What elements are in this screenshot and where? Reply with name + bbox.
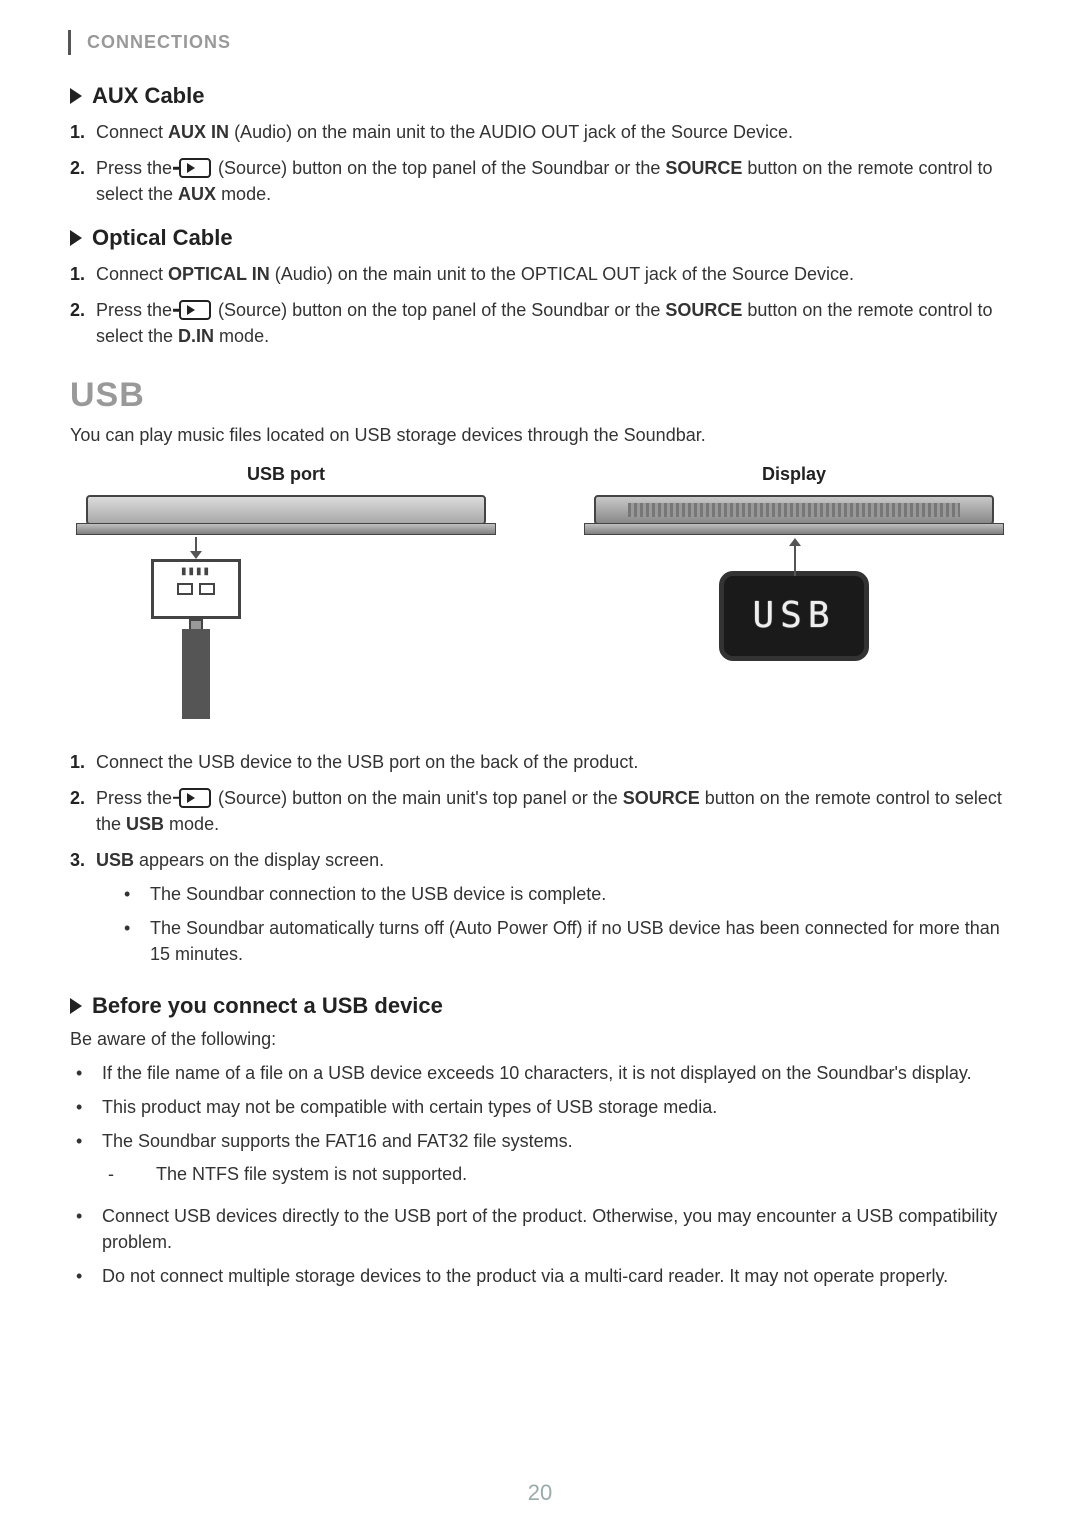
before-intro: Be aware of the following: (70, 1029, 1010, 1050)
usb-steps: 1. Connect the USB device to the USB por… (70, 749, 1010, 976)
list-item: 3. USB appears on the display screen. Th… (70, 847, 1010, 975)
before-connect-heading: Before you connect a USB device (70, 993, 1010, 1019)
step-body: Connect AUX IN (Audio) on the main unit … (96, 119, 1010, 145)
soundbar-base (584, 523, 1004, 535)
usb-port-diagram: USB port ▮▮▮▮ (76, 464, 496, 719)
soundbar-base (76, 523, 496, 535)
diagram-label-display: Display (762, 464, 826, 485)
section-header: CONNECTIONS (68, 30, 1010, 55)
step-number: 2. (70, 297, 96, 349)
aux-title: AUX Cable (92, 83, 204, 109)
before-bullets: If the file name of a file on a USB devi… (70, 1060, 1010, 1289)
bullet-item: Connect USB devices directly to the USB … (70, 1203, 1010, 1255)
step-body: USB appears on the display screen. The S… (96, 847, 1010, 975)
page-number: 20 (528, 1480, 552, 1506)
diagram-label-usb-port: USB port (247, 464, 325, 485)
list-item: 2. Press the (Source) button on the top … (70, 297, 1010, 349)
bullet-item: Do not connect multiple storage devices … (70, 1263, 1010, 1289)
before-title: Before you connect a USB device (92, 993, 443, 1019)
triangle-icon (70, 230, 82, 246)
callout-line (794, 540, 796, 576)
triangle-icon (70, 88, 82, 104)
optical-cable-heading: Optical Cable (70, 225, 1010, 251)
triangle-icon (70, 998, 82, 1014)
source-icon (179, 300, 211, 320)
step-number: 1. (70, 119, 96, 145)
step-body: Connect the USB device to the USB port o… (96, 749, 1010, 775)
aux-steps: 1. Connect AUX IN (Audio) on the main un… (70, 119, 1010, 207)
usb-sub-bullets: The Soundbar connection to the USB devic… (96, 881, 1010, 967)
step-number: 3. (70, 847, 96, 975)
usb-stick (182, 629, 210, 719)
usb-port-panel: ▮▮▮▮ (151, 559, 241, 619)
source-icon (179, 158, 211, 178)
list-item: 1. Connect OPTICAL IN (Audio) on the mai… (70, 261, 1010, 287)
bullet-item: This product may not be compatible with … (70, 1094, 1010, 1120)
step-number: 2. (70, 785, 96, 837)
bullet-item: The Soundbar connection to the USB devic… (96, 881, 1010, 907)
soundbar-display-illustration (594, 495, 994, 525)
display-diagram: Display USB (584, 464, 1004, 661)
diagram-row: USB port ▮▮▮▮ Display USB (70, 464, 1010, 719)
bullet-item: The Soundbar automatically turns off (Au… (96, 915, 1010, 967)
list-item: 2. Press the (Source) button on the top … (70, 155, 1010, 207)
usb-intro: You can play music files located on USB … (70, 425, 1010, 446)
step-body: Press the (Source) button on the top pan… (96, 297, 1010, 349)
list-item: 1. Connect AUX IN (Audio) on the main un… (70, 119, 1010, 145)
step-body: Connect OPTICAL IN (Audio) on the main u… (96, 261, 1010, 287)
step-number: 1. (70, 749, 96, 775)
dash-item: The NTFS file system is not supported. (102, 1161, 573, 1187)
display-text: USB (752, 595, 835, 636)
bullet-item: The Soundbar supports the FAT16 and FAT3… (70, 1128, 1010, 1194)
optical-title: Optical Cable (92, 225, 233, 251)
arrow-down-icon (195, 537, 197, 557)
aux-cable-heading: AUX Cable (70, 83, 1010, 109)
step-body: Press the (Source) button on the top pan… (96, 155, 1010, 207)
step-number: 2. (70, 155, 96, 207)
display-panel: USB (719, 571, 869, 661)
source-icon (179, 788, 211, 808)
step-number: 1. (70, 261, 96, 287)
soundbar-illustration (86, 495, 486, 525)
dash-sublist: The NTFS file system is not supported. (102, 1161, 573, 1187)
bullet-item: If the file name of a file on a USB devi… (70, 1060, 1010, 1086)
usb-heading: USB (70, 376, 1010, 415)
list-item: 1. Connect the USB device to the USB por… (70, 749, 1010, 775)
optical-steps: 1. Connect OPTICAL IN (Audio) on the mai… (70, 261, 1010, 349)
step-body: Press the (Source) button on the main un… (96, 785, 1010, 837)
list-item: 2. Press the (Source) button on the main… (70, 785, 1010, 837)
